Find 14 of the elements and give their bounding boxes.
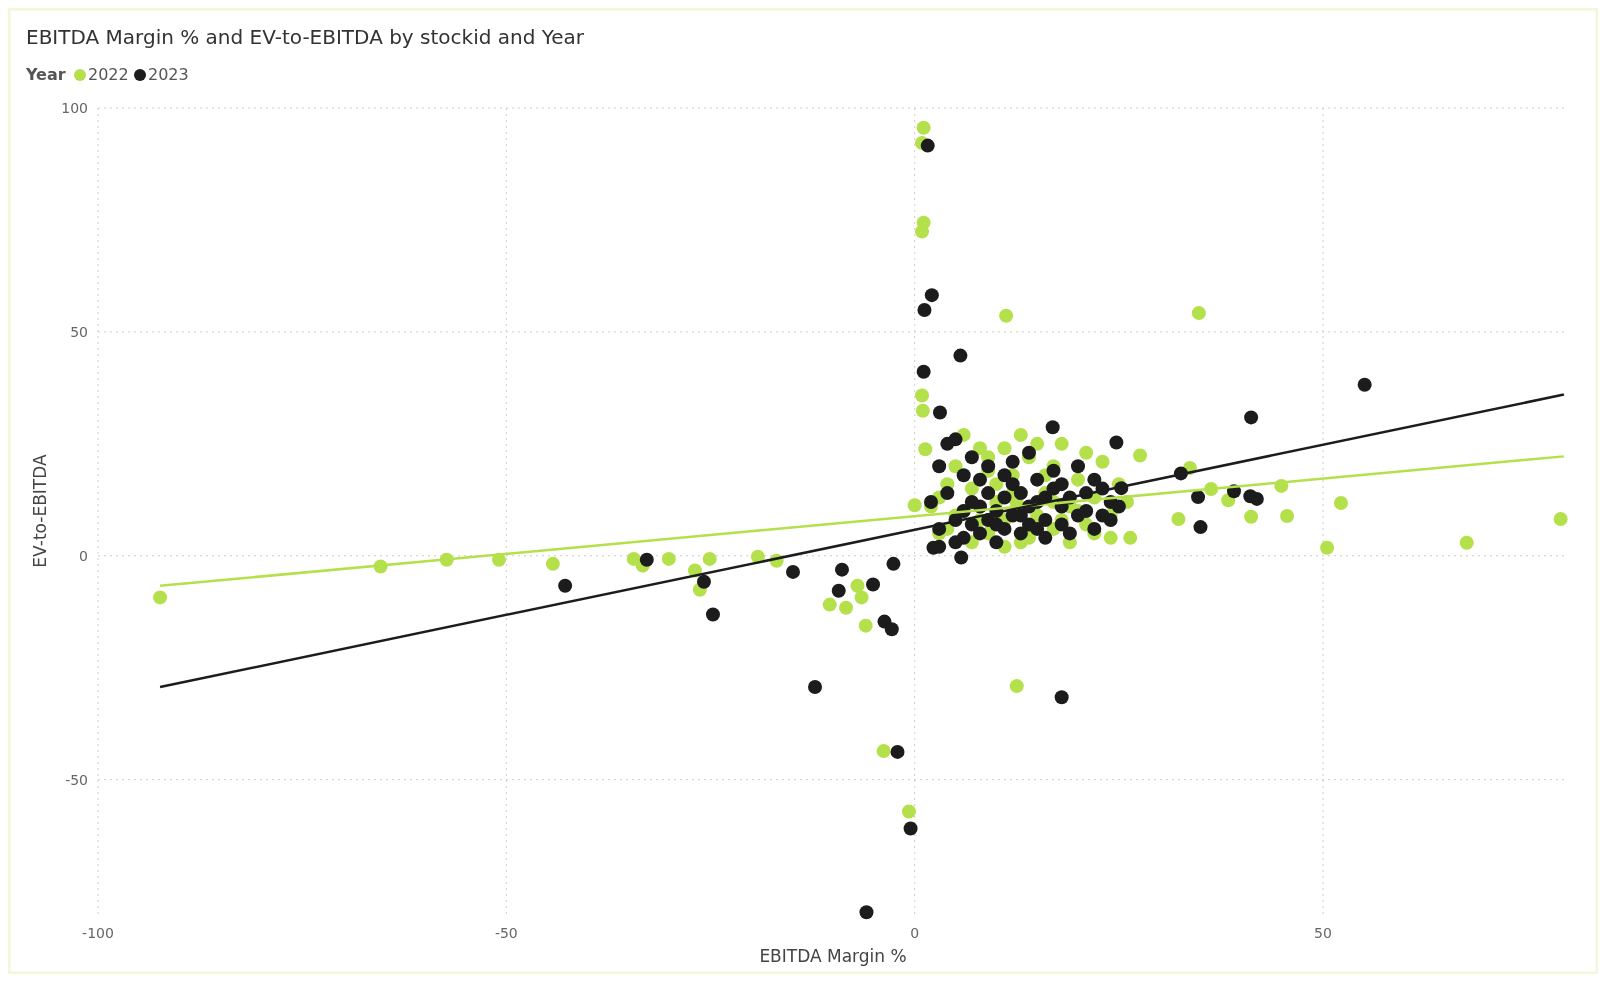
x-axis-title: EBITDA Margin % [759, 946, 907, 966]
x-tick-label: -100 [82, 925, 114, 941]
legend-label: 2023 [148, 65, 189, 84]
legend-label: 2022 [88, 65, 129, 84]
x-tick-label: 50 [1314, 925, 1332, 941]
y-tick-label: 50 [70, 323, 88, 340]
x-tick-label: -50 [494, 925, 518, 941]
x-tick-label: 0 [910, 925, 920, 941]
y-tick-label: 0 [79, 547, 88, 564]
chart-title: EBITDA Margin % and EV-to-EBITDA by stockid and Year [26, 25, 585, 49]
y-axis-title: EV-to-EBITDA [30, 454, 50, 568]
legend-title: Year [25, 65, 66, 84]
y-tick-label: 100 [61, 100, 88, 116]
y-tick-label: -50 [65, 771, 88, 788]
